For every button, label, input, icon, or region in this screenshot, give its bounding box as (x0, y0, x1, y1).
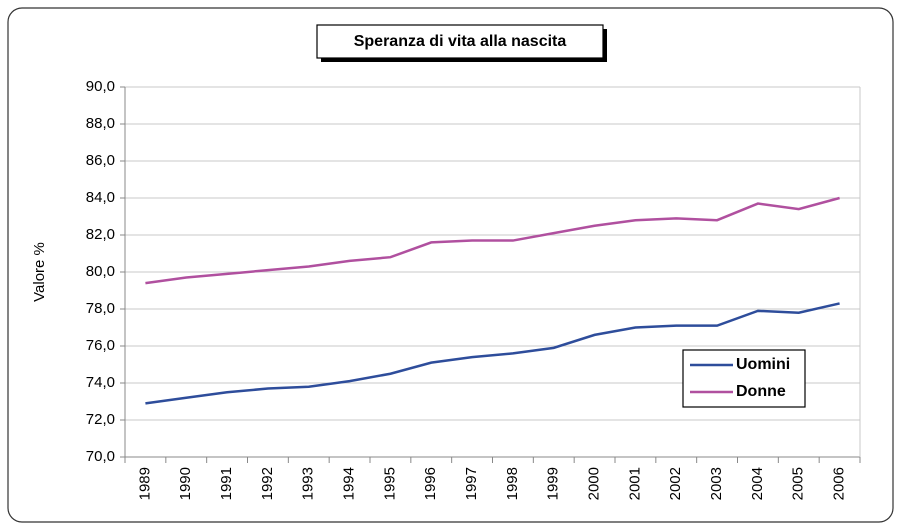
y-tick-label: 72,0 (86, 411, 115, 428)
x-tick-label: 1993 (300, 467, 317, 500)
series-line (145, 196, 840, 285)
frame (7, 7, 894, 523)
x-tick-label: 2000 (586, 467, 603, 500)
chart-title: Speranza di vita alla nascita (354, 33, 567, 50)
y-tick-label: 86,0 (86, 152, 115, 169)
y-tick-label: 80,0 (86, 263, 115, 280)
y-tick-label: 78,0 (86, 300, 115, 317)
y-tick-label: 88,0 (86, 115, 115, 132)
x-tick-label: 2002 (667, 467, 684, 500)
x-tick-label: 1999 (545, 467, 562, 500)
y-tick-label: 82,0 (86, 226, 115, 243)
x-tick-label: 1989 (136, 467, 153, 500)
title-box (316, 24, 604, 59)
legend-label: Uomini (736, 356, 790, 373)
x-tick-label: 2004 (749, 467, 766, 500)
y-tick-label: 84,0 (86, 189, 115, 206)
y-axis-label: Valore % (31, 242, 48, 302)
y-tick-label: 76,0 (86, 337, 115, 354)
x-tick-label: 1998 (504, 467, 521, 500)
x-tick-label: 2005 (790, 467, 807, 500)
x-tick-label: 1994 (341, 467, 358, 500)
series-line (145, 302, 840, 405)
x-tick-label: 1991 (218, 467, 235, 500)
x-tick-label: 1996 (422, 467, 439, 500)
x-tick-label: 2001 (626, 467, 643, 500)
x-tick-label: 2003 (708, 467, 725, 500)
y-tick-label: 90,0 (86, 78, 115, 95)
legend-box (682, 349, 806, 408)
x-tick-label: 1990 (177, 467, 194, 500)
y-tick-label: 70,0 (86, 448, 115, 465)
x-tick-label: 1995 (381, 467, 398, 500)
y-tick-label: 74,0 (86, 374, 115, 391)
x-tick-label: 2006 (831, 467, 848, 500)
legend-label: Donne (736, 383, 786, 400)
x-tick-label: 1992 (259, 467, 276, 500)
x-tick-label: 1997 (463, 467, 480, 500)
